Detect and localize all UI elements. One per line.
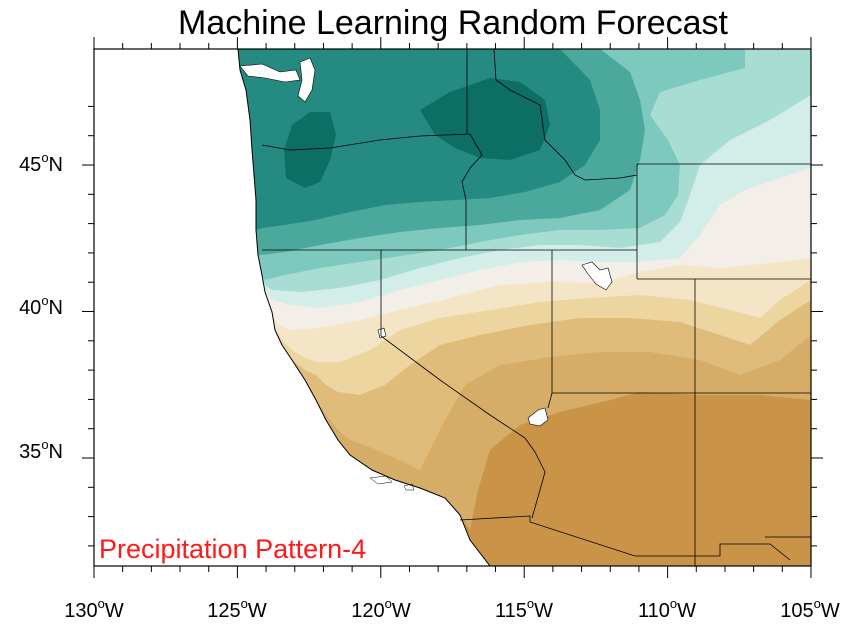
borders — [261, 49, 811, 566]
y-tick-label-45n: 45oN — [19, 150, 63, 176]
pattern-label: Precipitation Pattern-4 — [99, 534, 366, 564]
y-axis-labels: 45oN 40oN 35oN — [19, 150, 63, 463]
border-id-mt — [493, 49, 638, 181]
border-or-id — [461, 154, 483, 250]
border-az-nv — [547, 392, 553, 409]
x-tick-label-130w: 130oW — [64, 596, 124, 622]
x-tick-label-105w: 105oW — [780, 596, 840, 622]
border-wa-or — [261, 133, 483, 156]
x-tick-label-120w: 120oW — [351, 596, 411, 622]
band-teal-darkest-west — [284, 112, 336, 188]
x-tick-label-115w: 115oW — [495, 596, 553, 622]
contour-fill — [238, 49, 811, 566]
map-title: Machine Learning Random Forecast — [178, 4, 728, 42]
band-teal-darkest-east — [420, 78, 550, 160]
x-tick-label-125w: 125oW — [207, 596, 267, 622]
y-tick-label-35n: 35oN — [19, 437, 63, 463]
x-axis-labels: 130oW 125oW 120oW 115oW 110oW 105oW — [64, 596, 840, 622]
coastline — [237, 49, 491, 566]
x-tick-label-110w: 110oW — [638, 596, 696, 622]
map-frame — [94, 49, 811, 566]
axis-ticks — [82, 37, 823, 578]
map-border — [93, 48, 812, 567]
y-tick-label-40n: 40oN — [19, 293, 63, 319]
water-features — [239, 57, 613, 491]
border-ca-nv-diag — [380, 335, 546, 519]
border-us-mex — [459, 515, 791, 561]
